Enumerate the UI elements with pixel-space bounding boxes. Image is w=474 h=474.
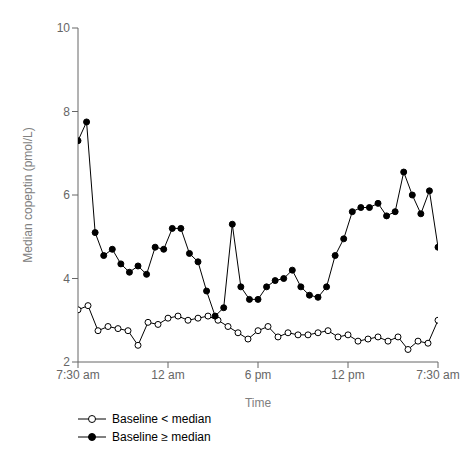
svg-text:4: 4 <box>63 272 70 286</box>
svg-text:12 am: 12 am <box>151 368 184 382</box>
svg-text:7:30 am: 7:30 am <box>416 368 459 382</box>
svg-text:8: 8 <box>63 105 70 119</box>
svg-text:12 pm: 12 pm <box>331 368 364 382</box>
svg-text:10: 10 <box>57 21 71 35</box>
html-text:Baseline < median: Baseline < median <box>112 412 212 426</box>
svg-text:6: 6 <box>63 188 70 202</box>
svg-text:6 pm: 6 pm <box>245 368 272 382</box>
html-text:Baseline ≥ median: Baseline ≥ median <box>112 430 211 444</box>
svg-text:Median copeptin (pmol/L): Median copeptin (pmol/L) <box>21 127 35 262</box>
svg-text:7:30 am: 7:30 am <box>56 368 99 382</box>
svg-text:Time: Time <box>245 396 272 410</box>
svg-text:2: 2 <box>63 355 70 369</box>
